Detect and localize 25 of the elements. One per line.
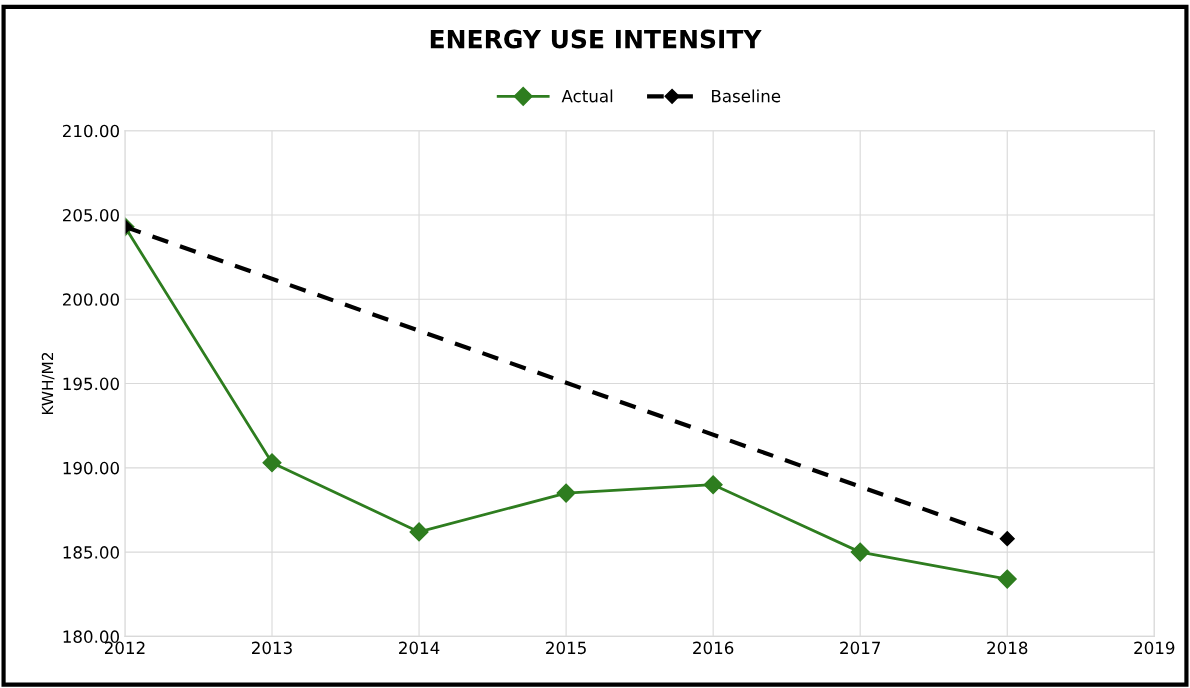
x-tick-label: 2018 [987,641,1028,655]
y-tick-label: 180.00 [63,630,119,643]
x-tick-label: 2015 [546,641,586,655]
y-axis-title: KWH/M2 [41,353,55,415]
x-tick-label: 2013 [252,641,292,655]
point [703,475,723,495]
legend-label: Baseline [712,89,781,103]
x-tick-label: 2012 [104,641,145,655]
point [556,483,576,503]
x-tick-label: 2016 [693,641,734,655]
y-tick-label: 205.00 [62,208,119,222]
point [409,522,429,542]
legend-label: Actual [561,89,613,103]
y-tick-label: 195.00 [63,377,119,391]
y-tick-label: 210.00 [62,124,119,138]
y-tick-label: 200.00 [62,293,119,306]
chart-title: ENERGY USE INTENSITY [430,29,762,49]
point [850,542,870,562]
y-tick-label: 185.00 [63,546,119,559]
x-tick-label: 2017 [840,641,880,655]
y-tick-label: 190.00 [63,461,119,475]
point [997,569,1017,589]
x-tick-label: 2014 [399,641,440,655]
point [262,453,282,473]
x-tick-label: 2019 [1134,641,1175,655]
